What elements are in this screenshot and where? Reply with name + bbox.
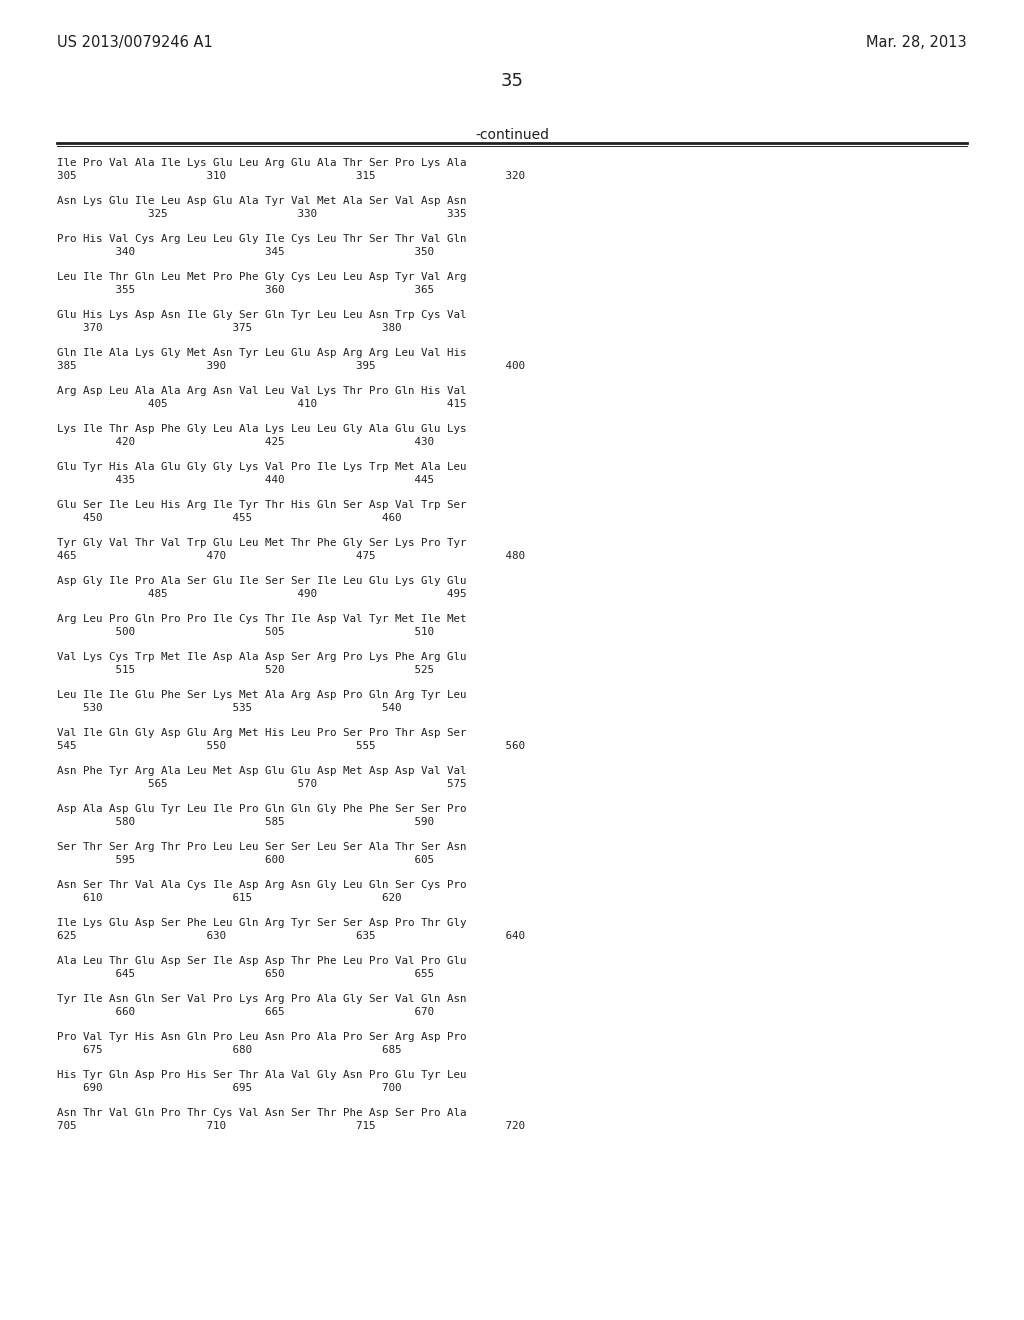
Text: Asp Ala Asp Glu Tyr Leu Ile Pro Gln Gln Gly Phe Phe Ser Ser Pro: Asp Ala Asp Glu Tyr Leu Ile Pro Gln Gln … xyxy=(57,804,467,814)
Text: US 2013/0079246 A1: US 2013/0079246 A1 xyxy=(57,36,213,50)
Text: 515                    520                    525: 515 520 525 xyxy=(57,665,434,675)
Text: Asn Lys Glu Ile Leu Asp Glu Ala Tyr Val Met Ala Ser Val Asp Asn: Asn Lys Glu Ile Leu Asp Glu Ala Tyr Val … xyxy=(57,195,467,206)
Text: 435                    440                    445: 435 440 445 xyxy=(57,475,434,484)
Text: 465                    470                    475                    480: 465 470 475 480 xyxy=(57,550,525,561)
Text: Tyr Ile Asn Gln Ser Val Pro Lys Arg Pro Ala Gly Ser Val Gln Asn: Tyr Ile Asn Gln Ser Val Pro Lys Arg Pro … xyxy=(57,994,467,1005)
Text: 675                    680                    685: 675 680 685 xyxy=(57,1045,401,1055)
Text: Asn Ser Thr Val Ala Cys Ile Asp Arg Asn Gly Leu Gln Ser Cys Pro: Asn Ser Thr Val Ala Cys Ile Asp Arg Asn … xyxy=(57,880,467,890)
Text: Ile Pro Val Ala Ile Lys Glu Leu Arg Glu Ala Thr Ser Pro Lys Ala: Ile Pro Val Ala Ile Lys Glu Leu Arg Glu … xyxy=(57,158,467,168)
Text: Asn Thr Val Gln Pro Thr Cys Val Asn Ser Thr Phe Asp Ser Pro Ala: Asn Thr Val Gln Pro Thr Cys Val Asn Ser … xyxy=(57,1107,467,1118)
Text: 485                    490                    495: 485 490 495 xyxy=(57,589,467,599)
Text: Val Lys Cys Trp Met Ile Asp Ala Asp Ser Arg Pro Lys Phe Arg Glu: Val Lys Cys Trp Met Ile Asp Ala Asp Ser … xyxy=(57,652,467,663)
Text: 450                    455                    460: 450 455 460 xyxy=(57,513,401,523)
Text: Leu Ile Thr Gln Leu Met Pro Phe Gly Cys Leu Leu Asp Tyr Val Arg: Leu Ile Thr Gln Leu Met Pro Phe Gly Cys … xyxy=(57,272,467,282)
Text: Glu His Lys Asp Asn Ile Gly Ser Gln Tyr Leu Leu Asn Trp Cys Val: Glu His Lys Asp Asn Ile Gly Ser Gln Tyr … xyxy=(57,310,467,319)
Text: Leu Ile Ile Glu Phe Ser Lys Met Ala Arg Asp Pro Gln Arg Tyr Leu: Leu Ile Ile Glu Phe Ser Lys Met Ala Arg … xyxy=(57,690,467,700)
Text: 500                    505                    510: 500 505 510 xyxy=(57,627,434,638)
Text: 385                    390                    395                    400: 385 390 395 400 xyxy=(57,360,525,371)
Text: 420                    425                    430: 420 425 430 xyxy=(57,437,434,447)
Text: 545                    550                    555                    560: 545 550 555 560 xyxy=(57,741,525,751)
Text: Tyr Gly Val Thr Val Trp Glu Leu Met Thr Phe Gly Ser Lys Pro Tyr: Tyr Gly Val Thr Val Trp Glu Leu Met Thr … xyxy=(57,539,467,548)
Text: 565                    570                    575: 565 570 575 xyxy=(57,779,467,789)
Text: 305                    310                    315                    320: 305 310 315 320 xyxy=(57,172,525,181)
Text: 705                    710                    715                    720: 705 710 715 720 xyxy=(57,1121,525,1131)
Text: Ala Leu Thr Glu Asp Ser Ile Asp Asp Thr Phe Leu Pro Val Pro Glu: Ala Leu Thr Glu Asp Ser Ile Asp Asp Thr … xyxy=(57,956,467,966)
Text: 530                    535                    540: 530 535 540 xyxy=(57,704,401,713)
Text: 660                    665                    670: 660 665 670 xyxy=(57,1007,434,1016)
Text: 35: 35 xyxy=(501,73,523,90)
Text: Pro Val Tyr His Asn Gln Pro Leu Asn Pro Ala Pro Ser Arg Asp Pro: Pro Val Tyr His Asn Gln Pro Leu Asn Pro … xyxy=(57,1032,467,1041)
Text: -continued: -continued xyxy=(475,128,549,143)
Text: Arg Asp Leu Ala Ala Arg Asn Val Leu Val Lys Thr Pro Gln His Val: Arg Asp Leu Ala Ala Arg Asn Val Leu Val … xyxy=(57,385,467,396)
Text: 690                    695                    700: 690 695 700 xyxy=(57,1082,401,1093)
Text: Pro His Val Cys Arg Leu Leu Gly Ile Cys Leu Thr Ser Thr Val Gln: Pro His Val Cys Arg Leu Leu Gly Ile Cys … xyxy=(57,234,467,244)
Text: Ser Thr Ser Arg Thr Pro Leu Leu Ser Ser Leu Ser Ala Thr Ser Asn: Ser Thr Ser Arg Thr Pro Leu Leu Ser Ser … xyxy=(57,842,467,851)
Text: Asp Gly Ile Pro Ala Ser Glu Ile Ser Ser Ile Leu Glu Lys Gly Glu: Asp Gly Ile Pro Ala Ser Glu Ile Ser Ser … xyxy=(57,576,467,586)
Text: 340                    345                    350: 340 345 350 xyxy=(57,247,434,257)
Text: Arg Leu Pro Gln Pro Pro Ile Cys Thr Ile Asp Val Tyr Met Ile Met: Arg Leu Pro Gln Pro Pro Ile Cys Thr Ile … xyxy=(57,614,467,624)
Text: 625                    630                    635                    640: 625 630 635 640 xyxy=(57,931,525,941)
Text: 325                    330                    335: 325 330 335 xyxy=(57,209,467,219)
Text: Glu Ser Ile Leu His Arg Ile Tyr Thr His Gln Ser Asp Val Trp Ser: Glu Ser Ile Leu His Arg Ile Tyr Thr His … xyxy=(57,500,467,510)
Text: Val Ile Gln Gly Asp Glu Arg Met His Leu Pro Ser Pro Thr Asp Ser: Val Ile Gln Gly Asp Glu Arg Met His Leu … xyxy=(57,729,467,738)
Text: 355                    360                    365: 355 360 365 xyxy=(57,285,434,294)
Text: Glu Tyr His Ala Glu Gly Gly Lys Val Pro Ile Lys Trp Met Ala Leu: Glu Tyr His Ala Glu Gly Gly Lys Val Pro … xyxy=(57,462,467,473)
Text: Asn Phe Tyr Arg Ala Leu Met Asp Glu Glu Asp Met Asp Asp Val Val: Asn Phe Tyr Arg Ala Leu Met Asp Glu Glu … xyxy=(57,766,467,776)
Text: Ile Lys Glu Asp Ser Phe Leu Gln Arg Tyr Ser Ser Asp Pro Thr Gly: Ile Lys Glu Asp Ser Phe Leu Gln Arg Tyr … xyxy=(57,917,467,928)
Text: 645                    650                    655: 645 650 655 xyxy=(57,969,434,979)
Text: Gln Ile Ala Lys Gly Met Asn Tyr Leu Glu Asp Arg Arg Leu Val His: Gln Ile Ala Lys Gly Met Asn Tyr Leu Glu … xyxy=(57,348,467,358)
Text: 370                    375                    380: 370 375 380 xyxy=(57,323,401,333)
Text: 405                    410                    415: 405 410 415 xyxy=(57,399,467,409)
Text: 610                    615                    620: 610 615 620 xyxy=(57,894,401,903)
Text: Mar. 28, 2013: Mar. 28, 2013 xyxy=(866,36,967,50)
Text: 580                    585                    590: 580 585 590 xyxy=(57,817,434,828)
Text: His Tyr Gln Asp Pro His Ser Thr Ala Val Gly Asn Pro Glu Tyr Leu: His Tyr Gln Asp Pro His Ser Thr Ala Val … xyxy=(57,1071,467,1080)
Text: 595                    600                    605: 595 600 605 xyxy=(57,855,434,865)
Text: Lys Ile Thr Asp Phe Gly Leu Ala Lys Leu Leu Gly Ala Glu Glu Lys: Lys Ile Thr Asp Phe Gly Leu Ala Lys Leu … xyxy=(57,424,467,434)
